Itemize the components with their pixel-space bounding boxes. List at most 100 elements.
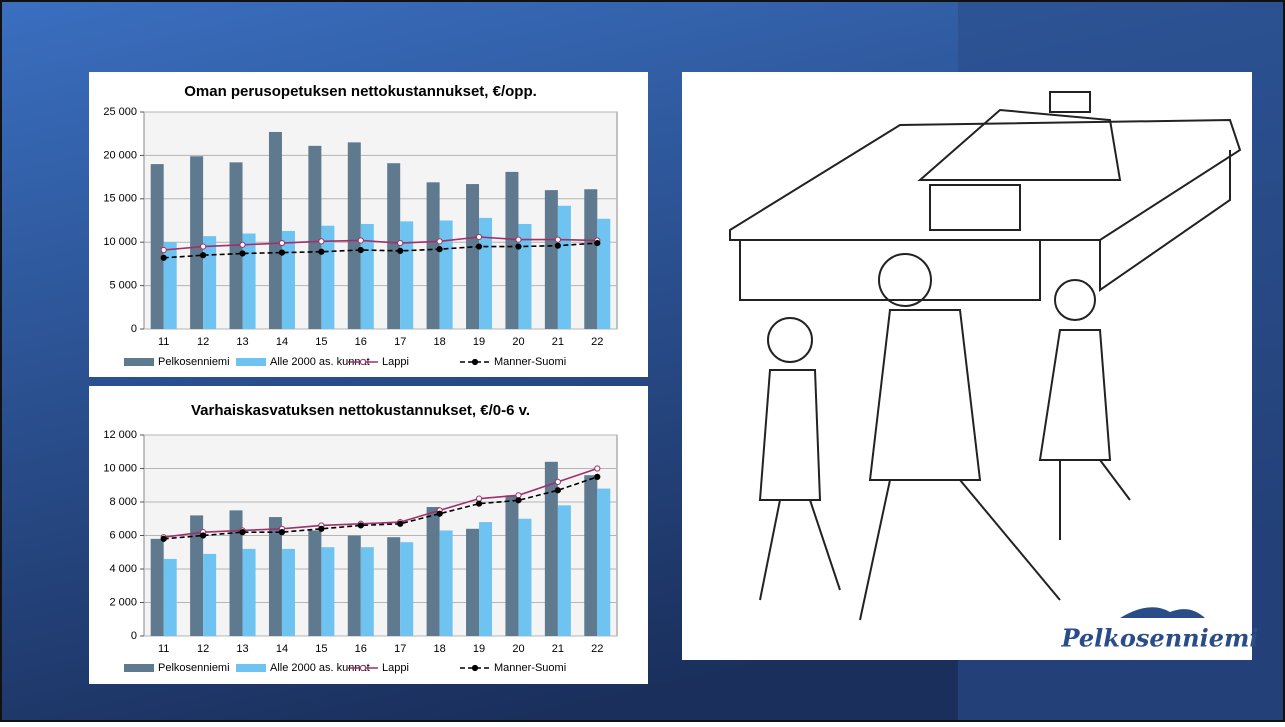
- x-tick-label: 12: [197, 643, 209, 655]
- bar: [597, 488, 611, 636]
- y-tick-label: 0: [131, 323, 137, 335]
- marker: [594, 473, 601, 480]
- x-tick-label: 21: [552, 643, 564, 655]
- x-tick-label: 12: [197, 336, 209, 348]
- bar: [466, 528, 480, 636]
- marker: [554, 242, 561, 249]
- logo: Pelkosenniemi: [1060, 624, 1258, 653]
- marker: [475, 243, 483, 250]
- illustration: Pelkosenniemi: [682, 72, 1259, 660]
- y-tick-label: 10 000: [103, 236, 137, 248]
- bar: [268, 517, 282, 636]
- bar: [400, 542, 414, 636]
- x-tick-label: 13: [236, 643, 248, 655]
- bar: [190, 515, 204, 636]
- x-tick-label: 15: [315, 336, 327, 348]
- bar: [308, 145, 322, 329]
- bar: [518, 223, 532, 329]
- y-tick-label: 20 000: [103, 149, 137, 161]
- x-tick-label: 20: [512, 336, 524, 348]
- marker: [554, 236, 561, 243]
- bar: [387, 537, 401, 636]
- marker: [318, 248, 325, 255]
- bar: [387, 163, 401, 329]
- legend-swatch: [124, 358, 154, 366]
- line: [163, 467, 598, 538]
- x-tick-label: 22: [591, 336, 603, 348]
- legend-label: Lappi: [382, 662, 409, 674]
- marker: [515, 492, 522, 499]
- bar: [400, 221, 414, 329]
- bar: [150, 538, 164, 636]
- marker: [475, 500, 483, 507]
- y-tick-label: 8 000: [109, 496, 137, 508]
- marker: [318, 238, 325, 245]
- y-tick-label: 5 000: [109, 280, 137, 292]
- bar: [557, 205, 571, 329]
- bar: [281, 230, 295, 329]
- line: [163, 476, 598, 540]
- bar: [597, 218, 611, 329]
- marker: [357, 237, 364, 244]
- legend-label: Alle 2000 as. kunnat: [270, 356, 370, 368]
- marker: [397, 239, 404, 247]
- x-tick-label: 13: [236, 336, 248, 348]
- chart-title: Oman perusopetuksen nettokustannukset, €…: [184, 83, 537, 100]
- chart-title: Varhaiskasvatuksen nettokustannukset, €/…: [191, 402, 530, 419]
- legend-swatch: [236, 358, 266, 366]
- marker: [278, 239, 286, 247]
- marker: [475, 233, 483, 241]
- bar: [229, 510, 243, 636]
- marker: [278, 529, 286, 536]
- x-tick-label: 18: [434, 643, 446, 655]
- y-tick-label: 12 000: [103, 429, 137, 441]
- legend-label: Pelkosenniemi: [158, 662, 230, 674]
- x-tick-label: 21: [552, 336, 564, 348]
- x-tick-label: 22: [591, 643, 603, 655]
- marker: [160, 535, 167, 542]
- y-tick-label: 2 000: [109, 596, 137, 608]
- x-tick-label: 20: [512, 643, 524, 655]
- bar: [150, 164, 164, 329]
- bar: [163, 558, 177, 636]
- y-tick-label: 4 000: [109, 563, 137, 575]
- legend-label: Lappi: [382, 356, 409, 368]
- x-tick-label: 14: [276, 336, 288, 348]
- bar: [190, 156, 204, 329]
- legend-swatch: [124, 664, 154, 672]
- marker: [515, 243, 522, 250]
- marker: [515, 236, 522, 243]
- bar: [268, 131, 282, 329]
- bar: [505, 171, 519, 329]
- bar: [466, 184, 480, 329]
- marker: [397, 247, 404, 254]
- x-tick-label: 11: [158, 643, 169, 655]
- bar: [242, 233, 256, 329]
- marker: [515, 497, 522, 504]
- bar: [308, 530, 322, 636]
- line: [163, 242, 598, 259]
- bar: [505, 495, 519, 636]
- bar: [203, 553, 217, 636]
- x-tick-label: 16: [355, 643, 367, 655]
- marker: [554, 487, 561, 494]
- marker: [357, 246, 364, 254]
- x-tick-label: 16: [355, 336, 367, 348]
- marker: [436, 510, 443, 517]
- bar: [557, 505, 571, 636]
- y-tick-label: 25 000: [103, 106, 137, 118]
- marker: [554, 478, 561, 485]
- x-tick-label: 18: [434, 336, 446, 348]
- marker: [239, 241, 246, 248]
- bar: [439, 220, 453, 329]
- marker: [239, 529, 246, 536]
- legend-marker: [471, 664, 479, 672]
- marker: [239, 250, 246, 257]
- bar: [347, 535, 361, 636]
- x-tick-label: 11: [158, 336, 169, 348]
- marker: [436, 246, 443, 253]
- legend-marker: [471, 358, 479, 366]
